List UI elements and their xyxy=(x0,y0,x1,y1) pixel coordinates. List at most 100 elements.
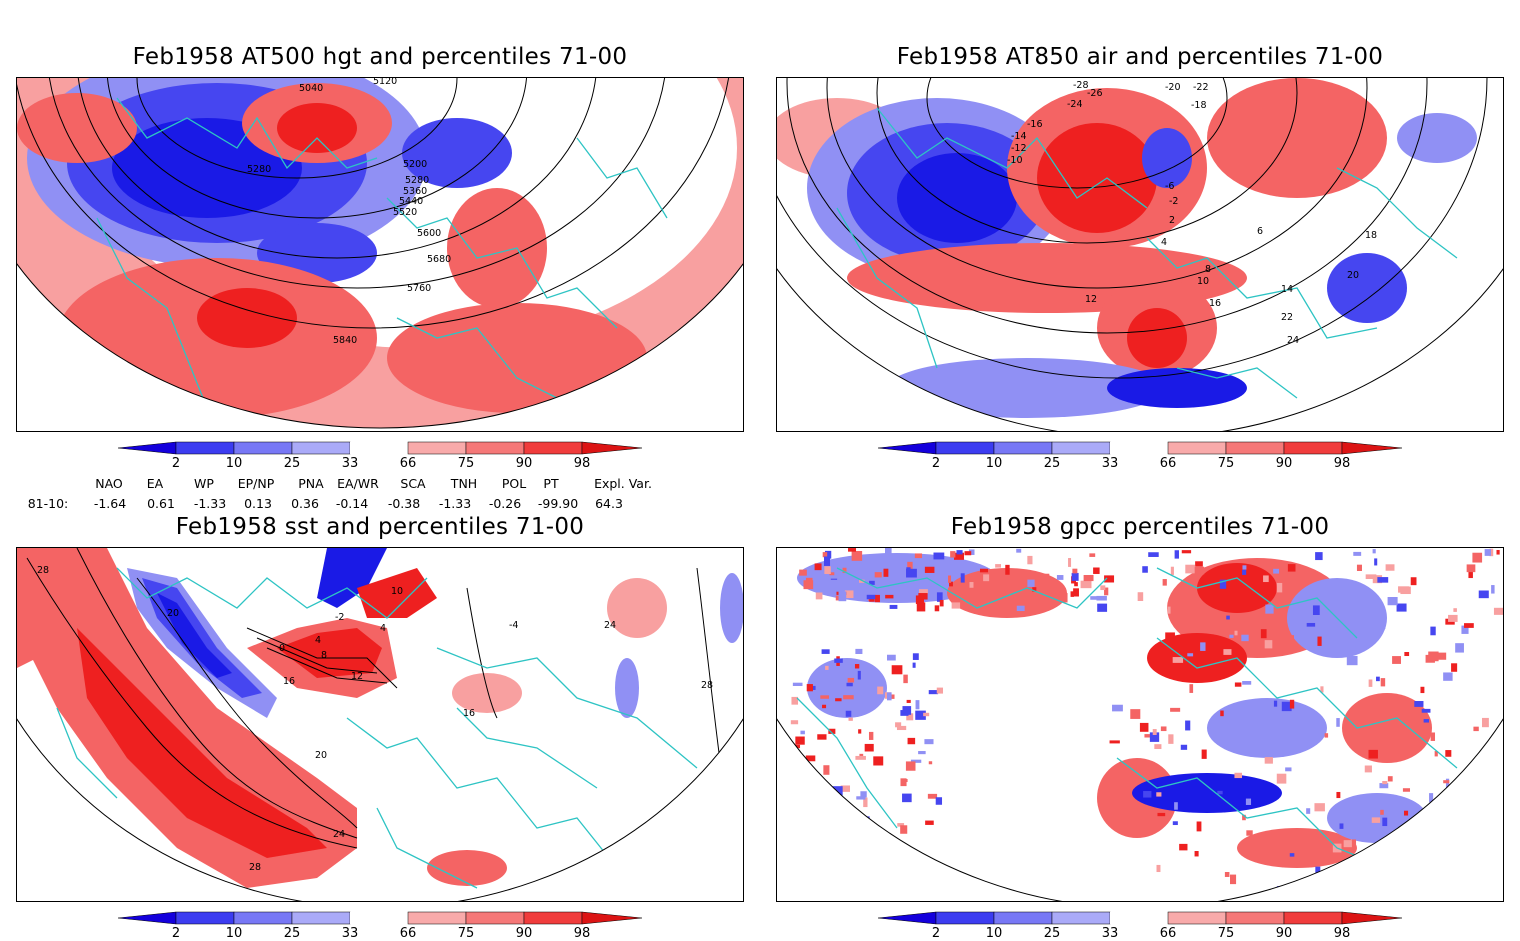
index-header: Expl. Var. xyxy=(594,476,652,491)
precip-speckle xyxy=(1476,760,1485,768)
precip-speckle xyxy=(1005,564,1010,575)
precip-speckle xyxy=(1315,866,1321,873)
precip-speckle xyxy=(1264,640,1273,649)
precip-speckle xyxy=(869,580,875,585)
precip-speckle xyxy=(1382,780,1388,785)
precip-speckle xyxy=(859,579,865,583)
colorbar-segment xyxy=(877,911,937,925)
precip-speckle xyxy=(1389,718,1399,728)
precip-speckle xyxy=(1246,830,1253,836)
precip-speckle xyxy=(1402,788,1411,792)
precip-speckle xyxy=(1016,605,1025,612)
precip-speckle xyxy=(1466,833,1477,840)
precip-speckle xyxy=(1220,710,1224,717)
precip-speckle xyxy=(805,577,813,585)
precip-speckle xyxy=(1027,579,1035,587)
precip-speckle xyxy=(1059,593,1068,603)
precip-speckle xyxy=(1437,652,1447,660)
precip-speckle xyxy=(1187,653,1194,657)
precip-speckle xyxy=(1156,864,1161,873)
precip-speckle xyxy=(1324,733,1329,738)
precip-speckle xyxy=(1242,681,1252,685)
contour-label: 16 xyxy=(283,676,295,687)
colorbar-label: 10 xyxy=(225,926,243,941)
contour-label: -20 xyxy=(1165,82,1181,93)
precip-speckle xyxy=(1396,603,1407,612)
precip-speckle xyxy=(1493,607,1503,615)
precip-speckle xyxy=(822,552,828,558)
colorbar-label: 25 xyxy=(1043,456,1061,471)
contour-label: 4 xyxy=(380,623,386,634)
precip-speckle xyxy=(936,687,944,694)
precip-speckle xyxy=(948,575,952,583)
precip-speckle xyxy=(895,722,902,728)
contour-label: -24 xyxy=(1067,99,1083,110)
contour-label: -2 xyxy=(1169,196,1178,207)
precip-speckle xyxy=(1265,604,1274,614)
precip-speckle xyxy=(919,589,928,595)
precip-speckle xyxy=(1461,625,1469,634)
precip-speckle xyxy=(1200,642,1206,651)
precip-speckle xyxy=(907,737,916,745)
contour-label: 22 xyxy=(1281,312,1293,323)
precip-speckle xyxy=(816,788,822,799)
contour-label: 5680 xyxy=(427,254,451,265)
precip-speckle xyxy=(1096,595,1107,601)
precip-speckle xyxy=(1071,572,1079,581)
colorbar-segment xyxy=(1051,441,1111,455)
precip-speckle xyxy=(1194,566,1205,575)
precip-speckle xyxy=(1330,624,1341,632)
precip-speckle xyxy=(829,572,835,579)
precip-speckle xyxy=(924,566,935,573)
index-value: 0.36 xyxy=(291,496,319,511)
precip-speckle xyxy=(1137,592,1144,602)
precip-speckle xyxy=(1472,552,1483,563)
precip-speckle xyxy=(1097,603,1108,612)
precip-speckle xyxy=(1423,719,1430,723)
precip-speckle xyxy=(887,654,896,661)
precip-speckle xyxy=(857,670,861,680)
precip-speckle xyxy=(1172,657,1184,663)
precip-speckle xyxy=(1430,626,1436,636)
precip-speckle xyxy=(978,587,986,592)
precip-speckle xyxy=(795,736,805,745)
precip-speckle xyxy=(896,725,907,731)
colorbar-label: 2 xyxy=(931,456,941,471)
precip-speckle xyxy=(916,602,926,612)
map-sst: 28 20 0 4 8 12 16 -2 10 4 -4 24 28 20 24… xyxy=(16,547,744,902)
precip-speckle xyxy=(1404,651,1410,657)
precip-speckle xyxy=(1362,718,1374,728)
precip-speckle xyxy=(925,820,934,825)
index-headers: NAO EA WP EP/NP PNA EA/WR SCA TNH POL PT… xyxy=(0,476,760,492)
precip-speckle xyxy=(1100,585,1106,591)
colorbar-segment xyxy=(407,441,467,455)
contour-label: 5360 xyxy=(403,186,427,197)
precip-speckle xyxy=(823,765,830,775)
contour-label: 20 xyxy=(167,608,179,619)
precip-speckle xyxy=(918,751,926,755)
precip-speckle xyxy=(1041,590,1048,598)
precip-speckle xyxy=(906,713,914,721)
contour-label: 0 xyxy=(279,643,285,654)
precip-speckle xyxy=(905,761,916,771)
precip-speckle xyxy=(848,548,857,552)
precip-speckle xyxy=(1306,622,1316,627)
precip-speckle xyxy=(1471,795,1479,804)
colorbar-segment xyxy=(581,441,643,455)
contour-label: -28 xyxy=(1073,80,1089,91)
colorbar-segment xyxy=(291,911,351,925)
colorbar-segment xyxy=(117,441,177,455)
precip-speckle xyxy=(1281,701,1292,712)
precip-speckle xyxy=(1196,821,1202,832)
precip-speckle xyxy=(1185,720,1191,731)
precip-speckle xyxy=(838,591,847,602)
contour-label: -6 xyxy=(1165,181,1174,192)
precip-speckle xyxy=(1364,765,1372,773)
precip-speckle xyxy=(822,704,827,709)
precip-speckle xyxy=(1398,586,1409,593)
precip-speckle xyxy=(834,658,843,663)
map-gpcc xyxy=(776,547,1504,902)
colorbar-segment xyxy=(175,441,235,455)
precip-speckle xyxy=(794,784,800,788)
contour-label: -14 xyxy=(1011,131,1027,142)
